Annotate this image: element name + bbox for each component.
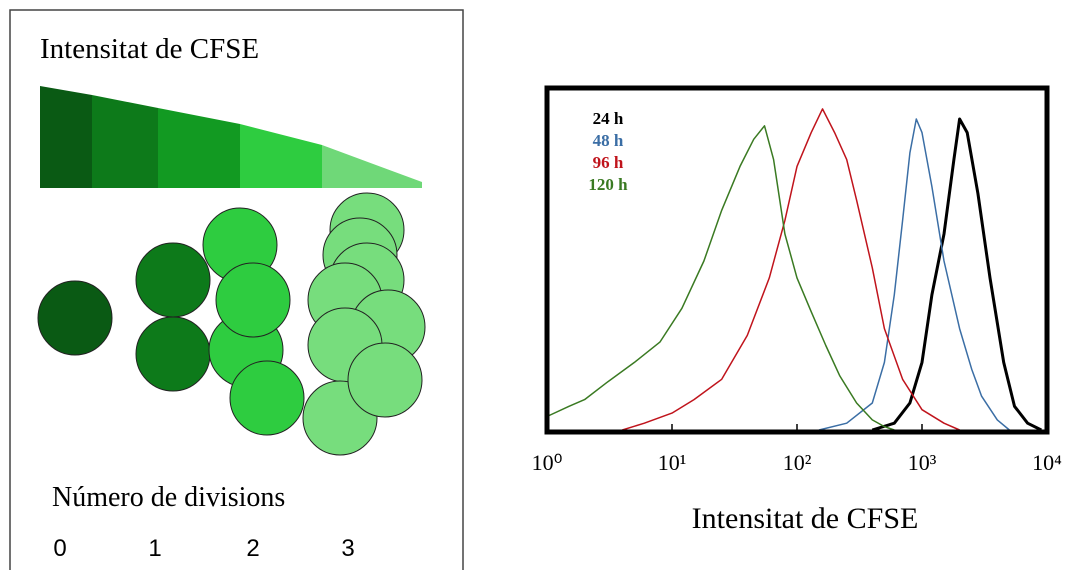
histogram-line	[871, 117, 1042, 432]
histogram-line	[546, 125, 895, 431]
x-tick-label: 10³	[908, 450, 937, 475]
legend-entry: 96 h	[593, 153, 624, 172]
division-label: 1	[148, 535, 161, 562]
x-tick-label: 10¹	[658, 450, 687, 475]
legend-entry: 24 h	[593, 109, 624, 128]
diagram-caption: Número de divisions	[52, 482, 285, 513]
intensity-wedge	[40, 86, 422, 188]
division-label: 0	[53, 535, 66, 562]
histogram-line	[622, 108, 960, 431]
legend-entry: 48 h	[593, 131, 624, 150]
cells	[37, 192, 426, 456]
x-tick-label: 10⁰	[532, 450, 563, 475]
plot-frame	[544, 85, 1050, 435]
left-panel	[9, 9, 464, 570]
histogram-line	[818, 118, 1010, 431]
x-tick-label: 10⁴	[1032, 450, 1062, 475]
plot	[546, 108, 1048, 432]
legend-entry: 120 h	[588, 175, 628, 194]
x-axis-label: Intensitat de CFSE	[692, 502, 919, 535]
diagram-title: Intensitat de CFSE	[40, 33, 259, 65]
division-label: 3	[341, 535, 354, 562]
x-tick-label: 10²	[783, 450, 812, 475]
division-label: 2	[246, 535, 259, 562]
